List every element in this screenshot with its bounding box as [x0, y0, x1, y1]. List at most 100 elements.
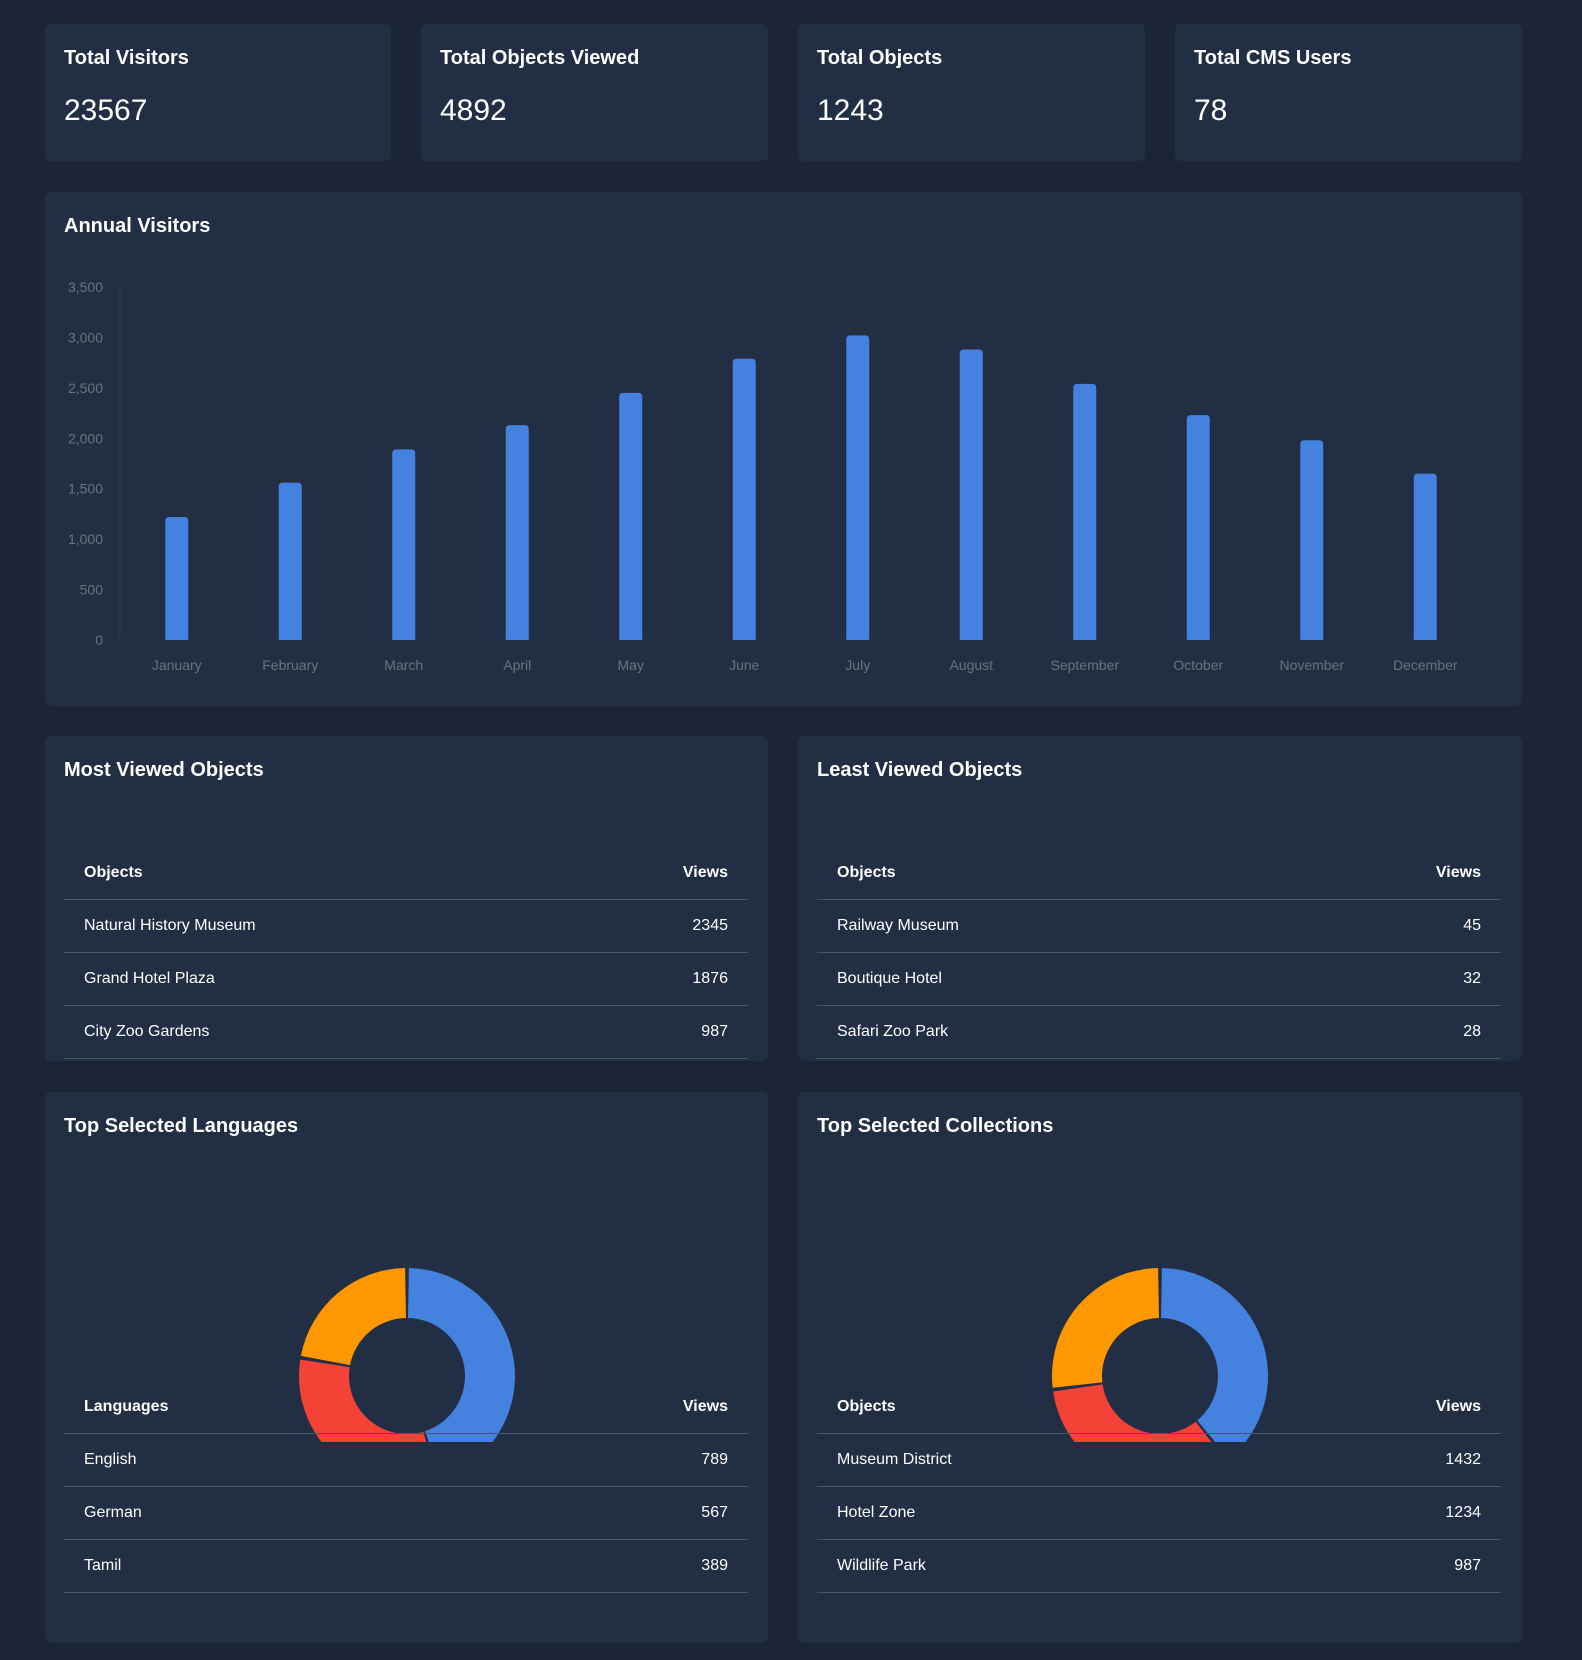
bar-december[interactable]	[1413, 473, 1437, 640]
bar-september[interactable]	[1073, 383, 1097, 640]
bar-july[interactable]	[846, 335, 870, 640]
table-row: English 789	[64, 1434, 748, 1487]
stat-title: Total Visitors	[64, 47, 189, 69]
stat-card-total-cms-users: Total CMS Users 78	[1175, 24, 1522, 161]
row-name: Hotel Zone	[837, 1504, 916, 1521]
row-name: Grand Hotel Plaza	[84, 970, 215, 987]
stat-title: Total CMS Users	[1194, 47, 1352, 69]
most-viewed-card: Most Viewed Objects Objects Views Natura…	[45, 736, 768, 1061]
row-name: Boutique Hotel	[837, 970, 942, 987]
annual-visitors-bar-chart: 0 500 1,000 1,500 2,000 2,500 3,000 3,500 Januar…	[68, 279, 1482, 673]
table-row: Boutique Hotel 32	[817, 953, 1501, 1006]
table-row: Museum District 1432	[817, 1434, 1501, 1487]
column-header-objects: Objects	[837, 864, 896, 881]
row-name: Museum District	[837, 1451, 952, 1468]
y-tick-label: 1,000	[68, 531, 103, 547]
least-viewed-table: Objects Views Railway Museum 45 Boutique…	[817, 847, 1501, 1059]
column-header-views: Views	[1435, 1398, 1481, 1415]
y-tick-label: 2,500	[68, 380, 103, 396]
most-viewed-table: Objects Views Natural History Museum 234…	[64, 847, 748, 1059]
row-name: City Zoo Gardens	[84, 1023, 210, 1040]
row-name: English	[84, 1451, 137, 1468]
table-row: Natural History Museum 2345	[64, 900, 748, 953]
stat-value: 78	[1194, 94, 1228, 127]
table-header: Objects Views	[64, 847, 748, 900]
languages-donut-chart	[299, 1268, 515, 1442]
annual-visitors-card: Annual Visitors 0 500 1,000 1,500 2,000 2,500…	[45, 192, 1522, 706]
row-name: Wildlife Park	[837, 1557, 926, 1574]
column-header-views: Views	[682, 1398, 728, 1415]
x-tick-label: July	[845, 657, 870, 673]
row-views: 789	[701, 1451, 728, 1468]
bar-november[interactable]	[1300, 440, 1324, 640]
slice-museum-district[interactable]	[1161, 1268, 1268, 1442]
stat-value: 1243	[817, 94, 884, 127]
slice-tamil[interactable]	[300, 1268, 406, 1366]
bar-april[interactable]	[505, 425, 529, 640]
table-row: Hotel Zone 1234	[817, 1487, 1501, 1540]
least-viewed-title: Least Viewed Objects	[817, 759, 1023, 781]
table-header: Objects Views	[817, 847, 1501, 900]
row-name: Safari Zoo Park	[837, 1023, 949, 1040]
x-tick-label: November	[1279, 657, 1344, 673]
bar-august[interactable]	[959, 349, 983, 640]
stat-card-total-objects-viewed: Total Objects Viewed 4892	[421, 24, 768, 161]
bar-march[interactable]	[392, 449, 416, 640]
bar-february[interactable]	[278, 482, 302, 640]
row-views: 389	[701, 1557, 728, 1574]
column-header-objects: Objects	[84, 864, 143, 881]
row-views: 1876	[692, 970, 728, 987]
table-row: German 567	[64, 1487, 748, 1540]
y-tick-label: 2,000	[68, 430, 103, 446]
slice-english[interactable]	[408, 1268, 515, 1442]
collections-donut-chart	[1052, 1268, 1268, 1442]
bar-may[interactable]	[619, 392, 643, 640]
row-views: 1234	[1445, 1504, 1481, 1521]
stat-card-total-objects: Total Objects 1243	[798, 24, 1145, 161]
stat-card-total-visitors: Total Visitors 23567	[45, 24, 391, 161]
bar-october[interactable]	[1186, 415, 1210, 640]
table-header: Objects Views	[817, 1381, 1501, 1434]
least-viewed-card: Least Viewed Objects Objects Views Railw…	[798, 736, 1522, 1061]
column-header-languages: Languages	[84, 1398, 169, 1415]
table-row: Tamil 389	[64, 1540, 748, 1593]
row-views: 28	[1463, 1023, 1481, 1040]
row-views: 2345	[692, 917, 728, 934]
x-tick-label: May	[618, 657, 644, 673]
row-views: 987	[1454, 1557, 1481, 1574]
x-tick-label: March	[384, 657, 423, 673]
table-row: Railway Museum 45	[817, 900, 1501, 953]
bar-june[interactable]	[732, 358, 756, 640]
row-views: 567	[701, 1504, 728, 1521]
slice-hotel-zone[interactable]	[1053, 1384, 1226, 1442]
x-tick-label: September	[1051, 657, 1120, 673]
row-views: 1432	[1445, 1451, 1481, 1468]
x-tick-label: October	[1173, 657, 1223, 673]
table-header: Languages Views	[64, 1381, 748, 1434]
y-tick-label: 3,500	[68, 279, 103, 295]
row-views: 32	[1463, 970, 1481, 987]
column-header-objects: Objects	[837, 1398, 896, 1415]
column-header-views: Views	[682, 864, 728, 881]
table-row: Safari Zoo Park 28	[817, 1006, 1501, 1059]
x-tick-label: June	[729, 657, 760, 673]
row-name: Natural History Museum	[84, 917, 256, 934]
stat-title: Total Objects	[817, 47, 943, 69]
slice-wildlife-park[interactable]	[1052, 1268, 1159, 1388]
table-row: Grand Hotel Plaza 1876	[64, 953, 748, 1006]
table-row: Wildlife Park 987	[817, 1540, 1501, 1593]
annual-visitors-title: Annual Visitors	[64, 215, 211, 237]
row-views: 45	[1463, 917, 1481, 934]
top-languages-title: Top Selected Languages	[64, 1115, 299, 1137]
y-tick-label: 500	[80, 582, 104, 598]
x-tick-label: August	[949, 657, 993, 673]
row-name: German	[84, 1504, 142, 1521]
stat-title: Total Objects Viewed	[440, 47, 640, 69]
slice-german[interactable]	[299, 1359, 437, 1442]
row-views: 987	[701, 1023, 728, 1040]
x-tick-label: February	[262, 657, 318, 673]
stat-value: 4892	[440, 94, 507, 127]
x-tick-label: January	[152, 657, 202, 673]
bar-january[interactable]	[165, 516, 189, 640]
row-name: Tamil	[84, 1557, 122, 1574]
